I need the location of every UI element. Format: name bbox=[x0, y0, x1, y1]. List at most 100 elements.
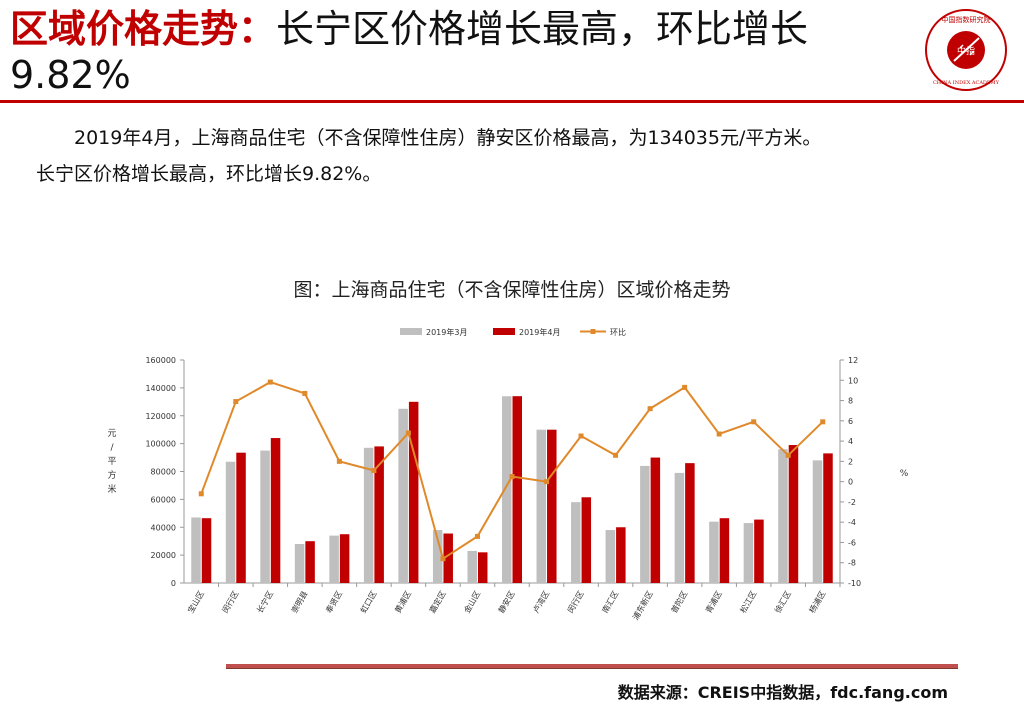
y-tick-label: 40000 bbox=[151, 523, 176, 532]
title-divider bbox=[0, 100, 1024, 103]
point-mom bbox=[682, 384, 688, 390]
y-axis-label-char: 米 bbox=[107, 483, 116, 495]
y2-tick-label: 6 bbox=[848, 417, 853, 426]
point-mom bbox=[302, 390, 308, 396]
y-tick-label: 0 bbox=[171, 579, 176, 588]
summary-para-2: 长宁区价格增长最高，环比增长9.82%。 bbox=[36, 163, 382, 185]
figure-caption: 图：上海商品住宅（不含保障性住房）区域价格走势 bbox=[293, 279, 731, 301]
x-tick-label: 卢湾区 bbox=[531, 589, 552, 615]
bar-2019-04 bbox=[581, 497, 592, 583]
point-mom bbox=[509, 474, 515, 480]
bar-2019-03 bbox=[674, 472, 685, 583]
bar-2019-03 bbox=[812, 460, 823, 583]
x-tick-label: 虹口区 bbox=[359, 590, 379, 615]
x-tick-label: 南汇区 bbox=[600, 589, 621, 615]
bar-2019-03 bbox=[571, 502, 581, 583]
title-highlight: 区域价格走势： bbox=[10, 7, 277, 51]
bar-2019-03 bbox=[467, 550, 477, 583]
point-mom bbox=[613, 452, 619, 458]
point-mom bbox=[267, 379, 273, 385]
x-tick-label: 杨浦区 bbox=[807, 589, 828, 615]
x-tick-label: 奉贤区 bbox=[323, 589, 344, 615]
bar-2019-04 bbox=[477, 552, 488, 583]
y-tick-label: 140000 bbox=[145, 384, 176, 393]
y2-tick-label: 12 bbox=[848, 356, 858, 365]
y2-tick-label: -2 bbox=[848, 498, 856, 507]
logo-text-en: CHINA INDEX ACADEMY bbox=[933, 80, 1000, 86]
bar-2019-04 bbox=[512, 396, 522, 583]
footer-divider bbox=[226, 664, 958, 669]
y-tick-label: 80000 bbox=[151, 468, 176, 477]
legend-label-2019-04: 2019年4月 bbox=[519, 327, 560, 337]
bar-2019-03 bbox=[225, 461, 236, 583]
y-tick-label: 20000 bbox=[151, 551, 176, 560]
bar-2019-04 bbox=[443, 533, 453, 583]
point-mom bbox=[716, 431, 722, 437]
y-tick-label: 100000 bbox=[145, 440, 176, 449]
point-mom bbox=[820, 419, 826, 425]
x-tick-label: 闵行区 bbox=[220, 589, 241, 615]
bar-2019-04 bbox=[685, 463, 695, 583]
bar-2019-04 bbox=[754, 519, 764, 583]
x-tick-label: 金山区 bbox=[462, 589, 483, 615]
x-tick-label: 黄浦区 bbox=[392, 589, 413, 615]
page-title: 区域价格走势：长宁区价格增长最高，环比增长9.82% bbox=[10, 6, 910, 98]
bar-2019-03 bbox=[605, 530, 616, 583]
y-axis-label-char: 元 bbox=[107, 429, 116, 439]
bar-2019-03 bbox=[743, 523, 754, 583]
logo-text-cn: 中国指数研究院 bbox=[942, 15, 991, 24]
point-mom bbox=[647, 406, 653, 412]
x-tick-label: 普陀区 bbox=[669, 589, 690, 615]
x-tick-label: 闵行区 bbox=[565, 589, 586, 615]
line-mom bbox=[200, 381, 824, 561]
y2-tick-label: 0 bbox=[848, 478, 853, 487]
point-mom bbox=[336, 458, 342, 464]
point-mom bbox=[371, 467, 377, 473]
bar-2019-03 bbox=[398, 408, 408, 583]
point-mom bbox=[405, 430, 411, 436]
data-source: 数据来源：CREIS中指数据，fdc.fang.com bbox=[617, 683, 948, 702]
x-tick-label: 徐汇区 bbox=[772, 589, 793, 615]
y2-tick-label: 2 bbox=[848, 457, 853, 466]
bar-2019-04 bbox=[270, 438, 281, 583]
price-trend-chart: 0 20000 40000 60000 80000 100000 120000 140000 1… bbox=[107, 327, 908, 622]
legend-swatch-2019-03 bbox=[400, 328, 422, 335]
y-tick-label: 160000 bbox=[145, 356, 176, 365]
point-mom bbox=[440, 556, 446, 562]
y2-tick-label: 4 bbox=[848, 437, 853, 446]
y2-tick-label: -10 bbox=[848, 579, 861, 588]
legend-label-2019-03: 2019年3月 bbox=[426, 327, 467, 337]
legend-swatch-2019-04 bbox=[493, 328, 515, 335]
point-mom bbox=[751, 419, 757, 425]
x-tick-label: 长宁区 bbox=[254, 589, 275, 615]
bar-2019-04 bbox=[788, 445, 799, 583]
bar-2019-04 bbox=[719, 518, 730, 583]
bar-2019-04 bbox=[650, 457, 661, 583]
point-mom bbox=[474, 533, 480, 539]
y-tick-label: 60000 bbox=[151, 495, 176, 504]
x-tick-label: 青浦区 bbox=[703, 589, 724, 615]
point-mom bbox=[578, 433, 584, 439]
bar-2019-04 bbox=[201, 518, 212, 583]
bar-2019-04 bbox=[339, 534, 350, 583]
y2-tick-label: 10 bbox=[848, 376, 858, 385]
bar-2019-04 bbox=[374, 446, 384, 583]
summary-text: 2019年4月，上海商品住宅（不含保障性住房）静安区价格最高，为134035元/… bbox=[36, 120, 1006, 192]
y2-tick-label: -4 bbox=[848, 518, 856, 527]
bar-2019-03 bbox=[502, 396, 512, 583]
y2-tick-label: -6 bbox=[848, 538, 856, 547]
bar-2019-04 bbox=[616, 527, 626, 583]
logo-center-text: 中指 bbox=[957, 45, 975, 57]
y-tick-label: 120000 bbox=[145, 412, 176, 421]
bar-2019-03 bbox=[294, 543, 305, 583]
y-axis-label-char: 平 bbox=[107, 456, 116, 467]
point-mom bbox=[198, 491, 204, 497]
x-tick-label: 松江区 bbox=[738, 589, 759, 615]
x-tick-label: 嘉定区 bbox=[427, 589, 448, 615]
bar-2019-04 bbox=[547, 429, 557, 583]
bar-2019-03 bbox=[536, 429, 547, 583]
point-mom bbox=[785, 452, 791, 458]
y2-tick-label: 8 bbox=[848, 397, 853, 406]
bar-2019-03 bbox=[640, 465, 650, 583]
bar-2019-04 bbox=[408, 401, 419, 583]
